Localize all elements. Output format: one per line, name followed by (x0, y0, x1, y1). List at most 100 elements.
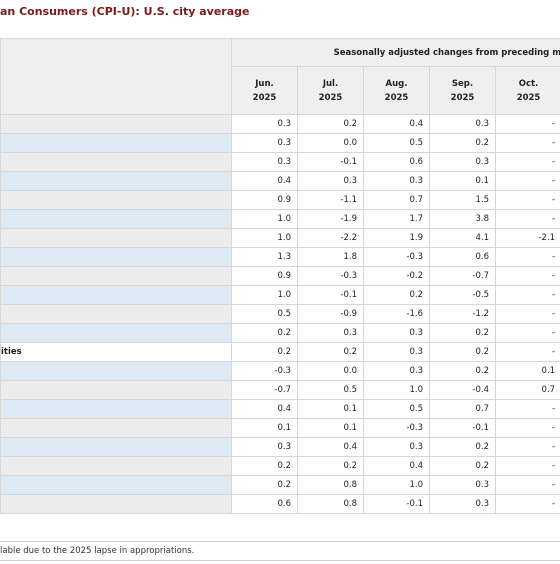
value-cell: 1.0 (363, 380, 430, 400)
value-cell: -0.1 (297, 285, 364, 305)
value-cell: 3.8 (429, 209, 496, 229)
value-cell: 0.1 (429, 171, 496, 191)
footnote: lable due to the 2025 lapse in appropria… (0, 541, 560, 561)
value-cell: 1.8 (297, 247, 364, 267)
value-cell: 1.0 (231, 228, 298, 248)
table-row: 0.3 0.2 0.4 0.3- (0, 114, 560, 134)
value-cell: 1.5 (429, 190, 496, 210)
row-label (0, 361, 232, 381)
value-cell: - (494, 266, 560, 286)
value-cell: 0.3 (297, 323, 364, 343)
value-cell: -0.3 (297, 266, 364, 286)
row-label (0, 285, 232, 305)
value-cell: 0.3 (231, 114, 298, 134)
table-row: -0.7 0.5 1.0 -0.4 0.7 (0, 380, 560, 400)
value-cell: 0.2 (429, 342, 496, 362)
value-cell: 4.1 (429, 228, 496, 248)
value-cell: 0.3 (363, 361, 430, 381)
table-row: 0.3 0.4 0.3 0.2- (0, 437, 560, 457)
header-month-2: Aug. 2025 (363, 66, 430, 115)
value-cell: - (494, 152, 560, 172)
value-cell: 0.2 (429, 456, 496, 476)
cpi-table: Seasonally adjusted changes from precedi… (0, 38, 560, 514)
row-label (0, 152, 232, 172)
row-label (0, 266, 232, 286)
table-row: 1.0 -2.2 1.9 4.1 -2.1 (0, 228, 560, 248)
value-cell: 0.2 (297, 342, 364, 362)
row-label (0, 418, 232, 438)
header-month-name: Sep. (451, 78, 474, 89)
row-label (0, 456, 232, 476)
value-cell: 0.3 (297, 171, 364, 191)
header-month-3: Sep. 2025 (429, 66, 496, 115)
value-cell: 0.8 (297, 475, 364, 495)
value-cell: 0.3 (429, 152, 496, 172)
table-row: 0.9 -1.1 0.7 1.5- (0, 190, 560, 210)
value-cell: 0.1 (297, 418, 364, 438)
value-cell: -0.3 (231, 361, 298, 381)
value-cell: 0.3 (231, 437, 298, 457)
row-label (0, 247, 232, 267)
row-label (0, 475, 232, 495)
value-cell: 0.4 (297, 437, 364, 457)
table-row: 0.3 -0.1 0.6 0.3- (0, 152, 560, 172)
value-cell: 0.4 (231, 171, 298, 191)
value-cell: - (494, 437, 560, 457)
value-cell: - (494, 399, 560, 419)
header-month-year: 2025 (516, 92, 541, 103)
table-row: 0.4 0.1 0.5 0.7- (0, 399, 560, 419)
value-cell: 0.5 (231, 304, 298, 324)
table-row: 1.3 1.8 -0.3 0.6- (0, 247, 560, 267)
value-cell: 0.3 (363, 171, 430, 191)
value-cell: -0.9 (297, 304, 364, 324)
table-row: 0.5 -0.9 -1.6 -1.2- (0, 304, 560, 324)
value-cell: -2.1 (494, 228, 560, 248)
value-cell: 0.1 (494, 361, 560, 381)
value-cell: - (494, 285, 560, 305)
row-label (0, 171, 232, 191)
value-cell: 0.2 (231, 456, 298, 476)
value-cell: -1.6 (363, 304, 430, 324)
value-cell: 0.8 (297, 494, 364, 514)
table-row: 0.2 0.3 0.3 0.2- (0, 323, 560, 343)
value-cell: 0.7 (429, 399, 496, 419)
value-cell: 1.0 (231, 209, 298, 229)
table-body: 0.3 0.2 0.4 0.3-0.3 0.0 0.5 0.2-0.3 -0.1 0.6 0.3-… (0, 114, 560, 514)
table-row: 0.4 0.3 0.3 0.1- (0, 171, 560, 191)
value-cell: 0.3 (231, 133, 298, 153)
value-cell: - (494, 494, 560, 514)
header-month-year: 2025 (384, 92, 409, 103)
value-cell: 0.3 (231, 152, 298, 172)
value-cell: 0.2 (429, 437, 496, 457)
row-label (0, 133, 232, 153)
value-cell: -2.2 (297, 228, 364, 248)
value-cell: - (494, 114, 560, 134)
value-cell: 0.3 (429, 114, 496, 134)
row-label (0, 399, 232, 419)
value-cell: 0.3 (363, 323, 430, 343)
header-month-year: 2025 (318, 92, 343, 103)
table-header: Seasonally adjusted changes from precedi… (0, 38, 560, 115)
value-cell: 0.2 (231, 323, 298, 343)
value-cell: - (494, 456, 560, 476)
value-cell: - (494, 247, 560, 267)
row-label (0, 304, 232, 324)
value-cell: 0.2 (231, 342, 298, 362)
value-cell: -0.7 (231, 380, 298, 400)
value-cell: 0.2 (429, 133, 496, 153)
header-month-4: Oct. 2025 (494, 66, 560, 115)
header-month-0: Jun. 2025 (231, 66, 298, 115)
value-cell: -0.4 (429, 380, 496, 400)
header-month-name: Oct. (518, 78, 539, 89)
table-row: 0.2 0.8 1.0 0.3- (0, 475, 560, 495)
value-cell: 0.6 (363, 152, 430, 172)
row-label (0, 437, 232, 457)
value-cell: 1.0 (231, 285, 298, 305)
value-cell: -0.7 (429, 266, 496, 286)
value-cell: 0.2 (429, 361, 496, 381)
value-cell: 0.9 (231, 190, 298, 210)
value-cell: 0.9 (231, 266, 298, 286)
table-row: 0.3 0.0 0.5 0.2- (0, 133, 560, 153)
header-month-year: 2025 (450, 92, 475, 103)
value-cell: 0.3 (363, 342, 430, 362)
